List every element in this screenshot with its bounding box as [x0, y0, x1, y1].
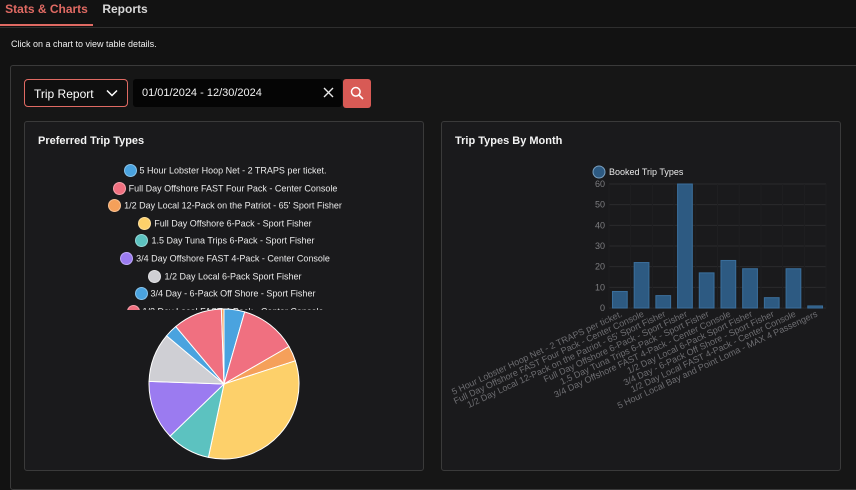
legend-swatch — [138, 216, 152, 230]
report-type-value: Trip Report — [34, 87, 94, 101]
bar[interactable] — [720, 259, 737, 309]
bar[interactable] — [763, 297, 780, 309]
date-range-input[interactable]: 01/01/2024 - 12/30/2024 — [133, 79, 342, 107]
legend-swatch — [126, 304, 140, 310]
legend-label: 1/2 Day Local 6-Pack Sport Fisher — [164, 271, 302, 282]
legend-label: Full Day Offshore FAST Four Pack - Cente… — [128, 183, 338, 194]
pie-legend-item[interactable]: Full Day Offshore FAST Four Pack - Cente… — [25, 181, 423, 195]
pie-legend-item[interactable]: 1/2 Day Local 6-Pack Sport Fisher — [25, 269, 423, 283]
legend-label: Booked Trip Types — [609, 167, 684, 177]
bar[interactable] — [633, 262, 650, 309]
bar[interactable] — [742, 268, 758, 309]
y-tick-label: 50 — [595, 200, 605, 210]
pie-legend-item[interactable]: 3/4 Day Offshore FAST 4-Pack - Center Co… — [25, 252, 423, 265]
y-tick-label: 40 — [595, 220, 605, 230]
y-tick-label: 30 — [595, 241, 605, 251]
legend-label: Full Day Offshore 6-Pack - Sport Fisher — [154, 218, 312, 229]
preferred-trip-types-card[interactable]: Preferred Trip Types 5 Hour Lobster Hoop… — [24, 121, 424, 471]
bar[interactable] — [698, 272, 715, 309]
legend-swatch — [148, 269, 162, 283]
bar[interactable] — [611, 290, 628, 309]
chart-hint-text: Click on a chart to view table details. — [11, 39, 157, 49]
date-range-value: 01/01/2024 - 12/30/2024 — [142, 87, 262, 99]
report-type-select[interactable]: Trip Report — [24, 79, 128, 107]
search-button[interactable] — [343, 79, 371, 108]
y-tick-label: 20 — [595, 262, 605, 272]
pie-chart[interactable] — [25, 122, 424, 470]
chevron-down-icon — [106, 89, 118, 97]
pie-legend-item[interactable]: 1/2 Day Local FAST 4-Pack - Center Conso… — [25, 304, 423, 310]
y-tick-label: 0 — [600, 303, 605, 313]
bar[interactable] — [655, 295, 672, 309]
bar-card-title: Trip Types By Month — [455, 135, 563, 147]
legend-swatch — [123, 164, 137, 177]
legend-label: 1.5 Day Tuna Trips 6-Pack - Sport Fisher — [151, 235, 315, 246]
bar-legend[interactable]: Booked Trip Types — [592, 165, 684, 179]
legend-label: 3/4 Day - 6-Pack Off Shore - Sport Fishe… — [150, 288, 316, 299]
legend-swatch — [592, 165, 606, 179]
bar[interactable] — [785, 268, 802, 309]
legend-label: 1/2 Day Local FAST 4-Pack - Center Conso… — [143, 306, 324, 310]
tab-stats-charts[interactable]: Stats & Charts — [0, 0, 93, 26]
legend-swatch — [120, 252, 134, 265]
pie-legend-item[interactable]: 1.5 Day Tuna Trips 6-Pack - Sport Fisher — [25, 234, 423, 248]
legend-label: 5 Hour Lobster Hoop Net - 2 TRAPS per ti… — [139, 165, 327, 176]
pie-legend: 5 Hour Lobster Hoop Net - 2 TRAPS per ti… — [25, 164, 423, 310]
legend-swatch — [135, 234, 149, 248]
legend-swatch — [134, 287, 148, 301]
trip-types-by-month-card[interactable]: Trip Types By Month Booked Trip Types 0 10… — [441, 121, 841, 471]
bar[interactable] — [677, 183, 693, 309]
legend-label: 1/2 Day Local 12-Pack on the Patriot - 6… — [124, 200, 342, 211]
tab-reports[interactable]: Reports — [102, 2, 148, 16]
y-tick-label: 10 — [595, 282, 605, 292]
pie-legend-item[interactable]: 1/2 Day Local 12-Pack on the Patriot - 6… — [25, 199, 423, 213]
pie-legend-item[interactable]: Full Day Offshore 6-Pack - Sport Fisher — [25, 216, 423, 230]
pie-slice[interactable] — [207, 360, 300, 460]
tab-bar: Stats & Charts Reports — [0, 0, 856, 28]
legend-swatch — [108, 199, 122, 213]
pie-legend-item[interactable]: 3/4 Day - 6-Pack Off Shore - Sport Fishe… — [25, 287, 423, 301]
pie-legend-item[interactable]: 5 Hour Lobster Hoop Net - 2 TRAPS per ti… — [25, 164, 423, 177]
y-tick-label: 60 — [595, 179, 605, 189]
close-icon[interactable] — [323, 87, 334, 98]
legend-label: 3/4 Day Offshore FAST 4-Pack - Center Co… — [136, 253, 330, 264]
pie-slice[interactable] — [220, 308, 225, 385]
pie-card-title: Preferred Trip Types — [38, 135, 145, 147]
pie-slice[interactable] — [148, 380, 226, 437]
search-icon — [350, 86, 364, 100]
bar[interactable] — [807, 305, 824, 309]
legend-swatch — [112, 181, 126, 195]
